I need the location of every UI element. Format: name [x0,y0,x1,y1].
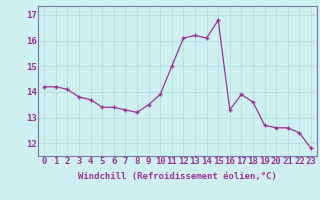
X-axis label: Windchill (Refroidissement éolien,°C): Windchill (Refroidissement éolien,°C) [78,172,277,181]
